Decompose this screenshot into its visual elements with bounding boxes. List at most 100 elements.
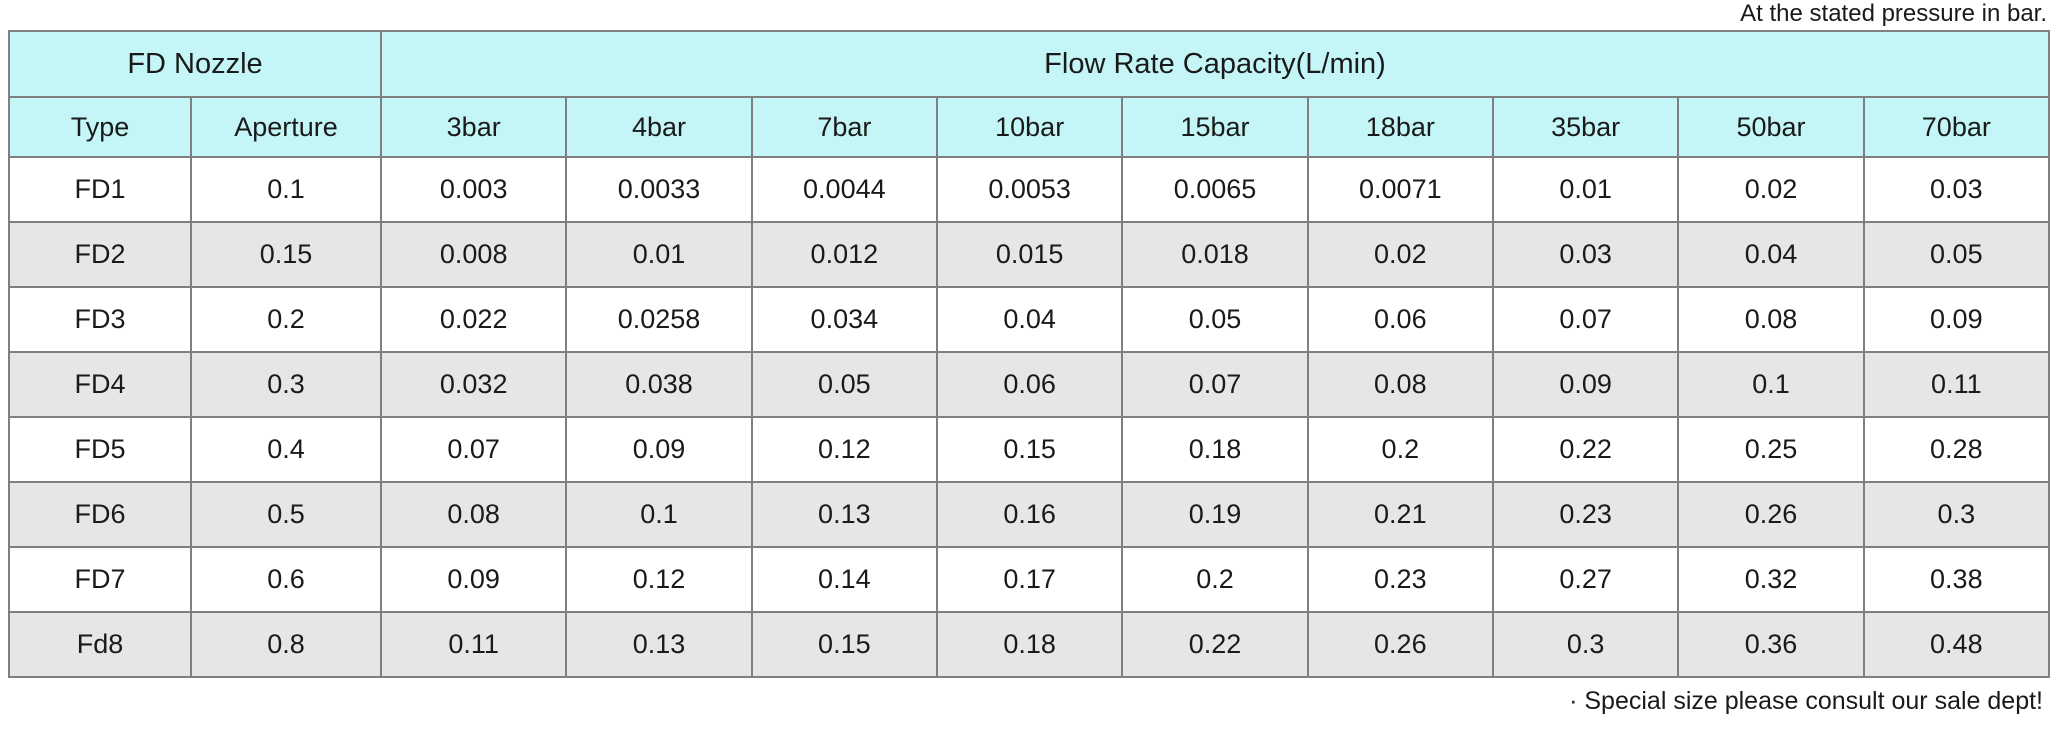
special-size-note: · Special size please consult our sale d… — [1569, 687, 2043, 715]
group-header-row: FD Nozzle Flow Rate Capacity(L/min) — [7, 30, 2050, 98]
flow-rate-cell: 0.0065 — [1121, 156, 1309, 223]
column-header-50bar: 50bar — [1677, 96, 1865, 158]
flow-rate-cell: 0.08 — [1677, 286, 1865, 353]
flow-rate-cell: 0.04 — [1677, 221, 1865, 288]
flow-rate-cell: 0.0071 — [1306, 156, 1494, 223]
flow-rate-cell: 0.15 — [935, 416, 1124, 483]
flow-rate-cell: 0.05 — [1862, 221, 2051, 288]
flow-rate-cell: 0.26 — [1677, 481, 1865, 548]
aperture-cell: 0.15 — [189, 221, 383, 288]
pressure-note: At the stated pressure in bar. — [1740, 0, 2047, 27]
flow-rate-cell: 0.48 — [1862, 611, 2051, 678]
aperture-cell: 0.3 — [189, 351, 383, 418]
flow-rate-cell: 0.22 — [1491, 416, 1680, 483]
nozzle-type-cell: Fd8 — [8, 611, 192, 678]
aperture-cell: 0.4 — [189, 416, 383, 483]
column-header-3bar: 3bar — [380, 96, 568, 158]
flow-rate-cell: 0.0258 — [565, 286, 753, 353]
flow-rate-cell: 0.18 — [935, 611, 1124, 678]
flow-rate-cell: 0.034 — [750, 286, 939, 353]
table-header: FD Nozzle Flow Rate Capacity(L/min) Type… — [7, 30, 2051, 158]
flow-rate-cell: 0.01 — [565, 221, 753, 288]
group-header-fd-nozzle: FD Nozzle — [7, 30, 383, 98]
column-header-aperture: Aperture — [189, 96, 383, 158]
table-row-fd6: FD6 0.5 0.08 0.1 0.13 0.16 0.19 0.21 0.23 0.26 0.3 — [8, 481, 2051, 548]
flow-rate-cell: 0.003 — [380, 156, 568, 223]
flow-rate-cell: 0.07 — [1491, 286, 1680, 353]
flow-rate-cell: 0.03 — [1862, 156, 2051, 223]
flow-rate-cell: 0.02 — [1677, 156, 1865, 223]
nozzle-type-cell: FD5 — [8, 416, 192, 483]
column-header-row: Type Aperture 3bar 4bar 7bar 10bar 15bar 18bar 3… — [8, 96, 2051, 158]
flow-rate-cell: 0.02 — [1306, 221, 1494, 288]
flow-rate-cell: 0.27 — [1491, 546, 1680, 613]
flow-rate-cell: 0.15 — [750, 611, 939, 678]
flow-rate-cell: 0.06 — [1306, 286, 1494, 353]
flow-rate-cell: 0.26 — [1306, 611, 1494, 678]
nozzle-type-cell: FD2 — [8, 221, 192, 288]
flow-rate-cell: 0.23 — [1491, 481, 1680, 548]
flow-rate-cell: 0.08 — [380, 481, 568, 548]
flow-rate-cell: 0.0044 — [750, 156, 939, 223]
flow-rate-cell: 0.13 — [750, 481, 939, 548]
flow-rate-cell: 0.01 — [1491, 156, 1680, 223]
flow-rate-cell: 0.23 — [1306, 546, 1494, 613]
column-header-70bar: 70bar — [1862, 96, 2051, 158]
flow-rate-cell: 0.16 — [935, 481, 1124, 548]
aperture-cell: 0.8 — [189, 611, 383, 678]
flow-rate-cell: 0.05 — [1121, 286, 1309, 353]
flow-rate-cell: 0.28 — [1862, 416, 2051, 483]
flow-rate-cell: 0.04 — [935, 286, 1124, 353]
aperture-cell: 0.2 — [189, 286, 383, 353]
flow-rate-cell: 0.022 — [380, 286, 568, 353]
table-row-fd3: FD3 0.2 0.022 0.0258 0.034 0.04 0.05 0.06 0.07 0.… — [8, 286, 2051, 353]
flow-rate-cell: 0.0033 — [565, 156, 753, 223]
flow-rate-cell: 0.0053 — [935, 156, 1124, 223]
flow-rate-cell: 0.21 — [1306, 481, 1494, 548]
column-header-7bar: 7bar — [750, 96, 939, 158]
nozzle-type-cell: FD4 — [8, 351, 192, 418]
flow-rate-cell: 0.11 — [1862, 351, 2051, 418]
table-row-fd2: FD2 0.15 0.008 0.01 0.012 0.015 0.018 0.02 0.03 0… — [8, 221, 2051, 288]
flow-rate-cell: 0.06 — [935, 351, 1124, 418]
column-header-15bar: 15bar — [1121, 96, 1309, 158]
flow-rate-cell: 0.2 — [1121, 546, 1309, 613]
column-header-type: Type — [8, 96, 192, 158]
flow-rate-cell: 0.19 — [1121, 481, 1309, 548]
column-header-35bar: 35bar — [1491, 96, 1680, 158]
flow-rate-cell: 0.13 — [565, 611, 753, 678]
flow-rate-cell: 0.3 — [1862, 481, 2051, 548]
flow-rate-cell: 0.018 — [1121, 221, 1309, 288]
column-header-18bar: 18bar — [1306, 96, 1494, 158]
flow-rate-cell: 0.36 — [1677, 611, 1865, 678]
flow-rate-cell: 0.22 — [1121, 611, 1309, 678]
aperture-cell: 0.1 — [189, 156, 383, 223]
flow-rate-cell: 0.1 — [1677, 351, 1865, 418]
flow-rate-cell: 0.17 — [935, 546, 1124, 613]
flow-rate-cell: 0.09 — [1862, 286, 2051, 353]
nozzle-type-cell: FD6 — [8, 481, 192, 548]
group-header-flow-rate-capacity: Flow Rate Capacity(L/min) — [380, 30, 2050, 98]
flow-rate-cell: 0.08 — [1306, 351, 1494, 418]
flow-rate-cell: 0.07 — [1121, 351, 1309, 418]
flow-rate-cell: 0.008 — [380, 221, 568, 288]
flow-rate-cell: 0.07 — [380, 416, 568, 483]
flow-rate-cell: 0.2 — [1306, 416, 1494, 483]
flow-rate-cell: 0.05 — [750, 351, 939, 418]
table-row-fd5: FD5 0.4 0.07 0.09 0.12 0.15 0.18 0.2 0.22 0.25 0.2… — [8, 416, 2051, 483]
flow-rate-cell: 0.09 — [1491, 351, 1680, 418]
flow-rate-cell: 0.12 — [565, 546, 753, 613]
table-row-fd1: FD1 0.1 0.003 0.0033 0.0044 0.0053 0.0065 0.007… — [8, 156, 2051, 223]
flow-rate-cell: 0.12 — [750, 416, 939, 483]
nozzle-type-cell: FD7 — [8, 546, 192, 613]
flow-rate-cell: 0.03 — [1491, 221, 1680, 288]
flow-rate-cell: 0.3 — [1491, 611, 1680, 678]
flow-rate-cell: 0.32 — [1677, 546, 1865, 613]
flow-rate-cell: 0.14 — [750, 546, 939, 613]
flow-rate-cell: 0.012 — [750, 221, 939, 288]
table-row-fd4: FD4 0.3 0.032 0.038 0.05 0.06 0.07 0.08 0.09 0.1 0… — [8, 351, 2051, 418]
flow-rate-cell: 0.25 — [1677, 416, 1865, 483]
flow-rate-cell: 0.38 — [1862, 546, 2051, 613]
column-header-10bar: 10bar — [935, 96, 1124, 158]
nozzle-type-cell: FD3 — [8, 286, 192, 353]
